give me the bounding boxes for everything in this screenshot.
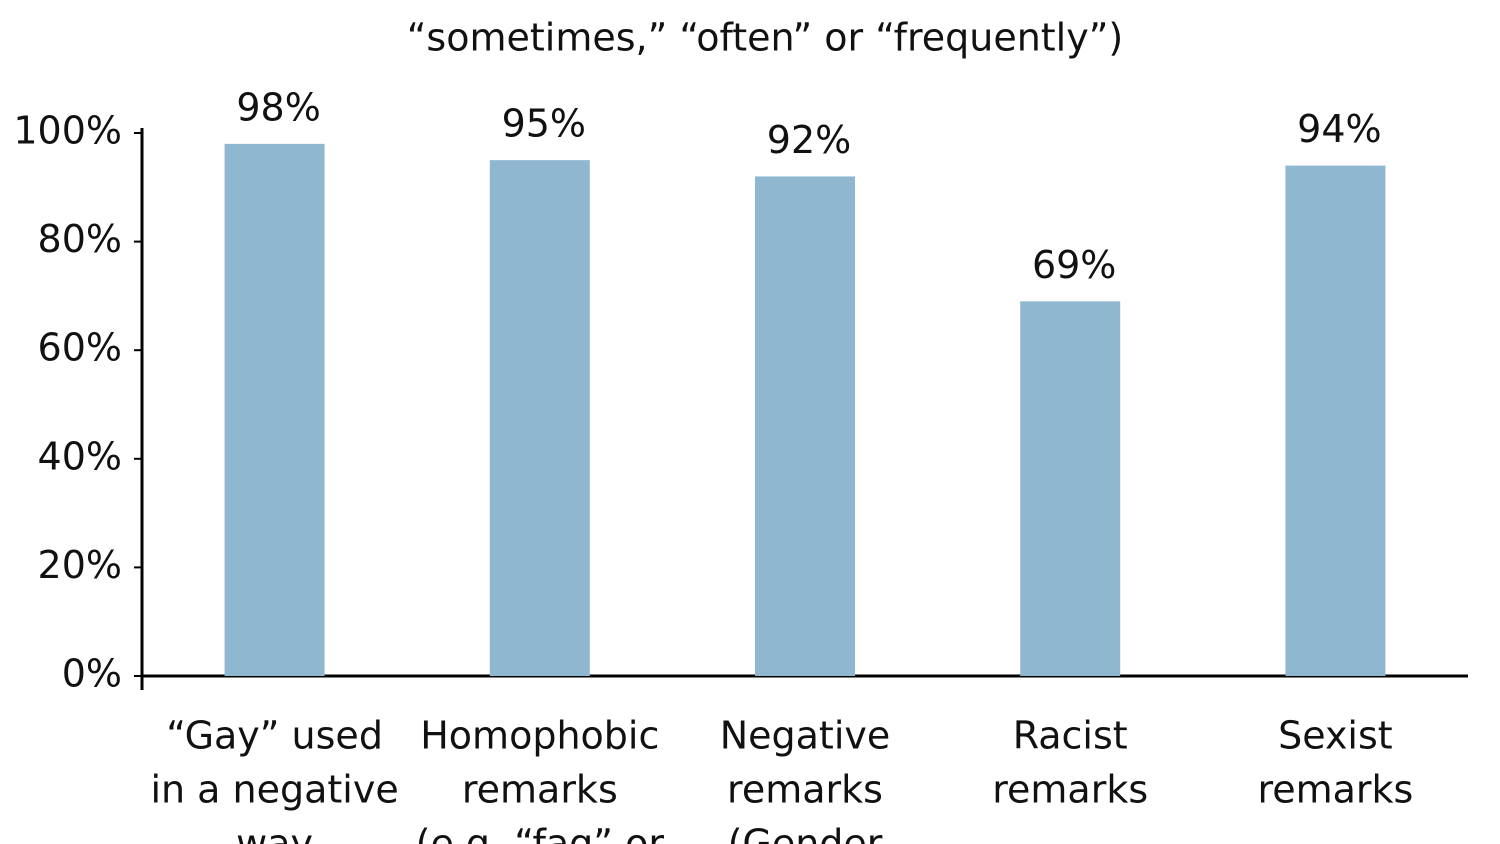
- y-tick-label: 40%: [38, 434, 122, 478]
- x-tick-label: remarks: [992, 768, 1148, 812]
- value-label: 92%: [767, 118, 851, 162]
- bar: [489, 160, 590, 676]
- x-tick-label: Homophobic: [420, 714, 659, 758]
- bar: [755, 176, 855, 676]
- value-label: 69%: [1032, 243, 1116, 287]
- x-tick-label: Sexist: [1278, 714, 1393, 758]
- x-tick-label: Negative: [720, 714, 891, 758]
- x-tick-label: remarks: [462, 768, 618, 812]
- x-tick-label: (Gender: [728, 822, 883, 844]
- y-tick-label: 60%: [38, 326, 122, 370]
- value-label: 95%: [502, 102, 586, 146]
- bar: [1285, 165, 1386, 676]
- x-tick-label: (e.g. “fag” or: [416, 822, 665, 844]
- bar: [224, 143, 325, 677]
- x-tick-label: Racist: [1013, 714, 1128, 758]
- y-tick-label: 0%: [62, 652, 122, 696]
- value-label: 94%: [1297, 107, 1381, 151]
- x-tick-label: way: [236, 822, 313, 844]
- x-tick-label: in a negative: [150, 768, 398, 812]
- x-tick-label: remarks: [1257, 768, 1413, 812]
- bar: [1020, 301, 1121, 676]
- y-tick-label: 20%: [38, 543, 122, 587]
- y-tick-label: 80%: [38, 217, 122, 261]
- y-tick-label: 100%: [13, 109, 122, 153]
- chart-subtitle: “sometimes,” “often” or “frequently”): [407, 16, 1124, 60]
- value-label: 98%: [236, 85, 320, 129]
- x-tick-label: remarks: [727, 768, 883, 812]
- x-tick-label: “Gay” used: [166, 714, 383, 758]
